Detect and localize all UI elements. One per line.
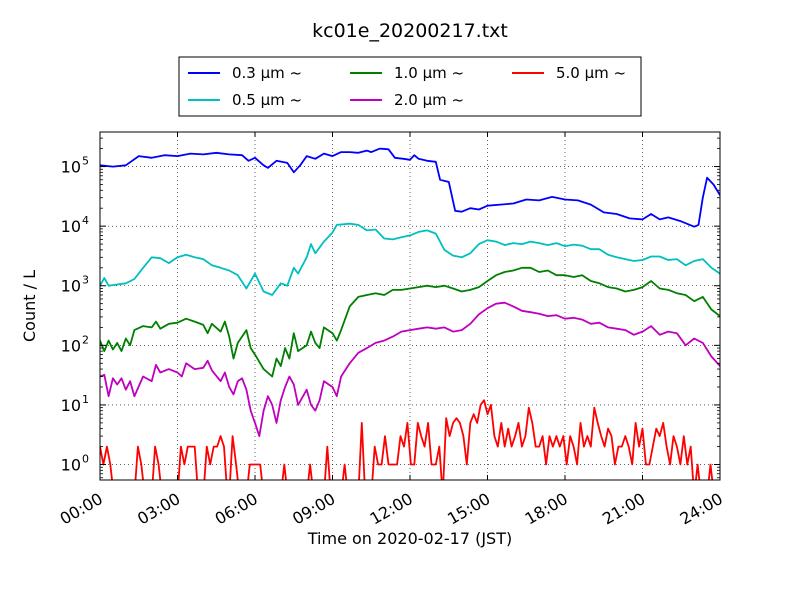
y-tick-exponent: 2 bbox=[82, 333, 89, 346]
y-axis-label: Count / L bbox=[20, 270, 39, 342]
y-tick-exponent: 5 bbox=[82, 155, 89, 168]
x-tick-label: 03:00 bbox=[134, 489, 183, 529]
legend-label-0: 0.3 μm ~ bbox=[232, 64, 302, 82]
series-line-0 bbox=[100, 147, 720, 228]
legend-label-3: 2.0 μm ~ bbox=[394, 91, 464, 109]
y-tick-exponent: 4 bbox=[82, 214, 89, 227]
y-tick-exponent: 1 bbox=[82, 393, 89, 406]
y-tick-label: 10 bbox=[61, 456, 81, 475]
x-tick-label: 06:00 bbox=[212, 489, 261, 529]
series-line-2 bbox=[100, 266, 720, 378]
y-tick-label: 10 bbox=[61, 277, 81, 296]
y-tick-exponent: 0 bbox=[82, 453, 89, 466]
legend-label-4: 5.0 μm ~ bbox=[556, 64, 626, 82]
legend: 0.3 μm ~ 0.5 μm ~ 1.0 μm ~ 2.0 μm ~ 5.0 μm ~ bbox=[178, 56, 642, 117]
series-lines bbox=[100, 147, 720, 480]
legend-box bbox=[178, 56, 642, 117]
x-tick-label: 00:00 bbox=[57, 489, 106, 529]
x-tick-label: 12:00 bbox=[367, 489, 416, 529]
series-line-3 bbox=[100, 301, 720, 438]
y-tick-label: 10 bbox=[61, 396, 81, 415]
x-tick-label: 24:00 bbox=[677, 489, 726, 529]
y-tick-label: 10 bbox=[61, 158, 81, 177]
chart-title: kc01e_20200217.txt bbox=[312, 20, 508, 42]
y-tick-exponent: 3 bbox=[82, 274, 89, 287]
legend-label-2: 1.0 μm ~ bbox=[394, 64, 464, 82]
x-axis-label: Time on 2020-02-17 (JST) bbox=[307, 529, 512, 548]
y-tick-label: 10 bbox=[61, 336, 81, 355]
x-tick-label: 18:00 bbox=[522, 489, 571, 529]
series-line-4 bbox=[100, 399, 714, 480]
x-tick-label: 09:00 bbox=[289, 489, 338, 529]
series-line-1 bbox=[100, 222, 720, 296]
legend-label-1: 0.5 μm ~ bbox=[232, 91, 302, 109]
x-tick-label: 15:00 bbox=[444, 489, 493, 529]
y-tick-label: 10 bbox=[61, 217, 81, 236]
x-tick-label: 21:00 bbox=[599, 489, 648, 529]
grid bbox=[100, 132, 720, 480]
